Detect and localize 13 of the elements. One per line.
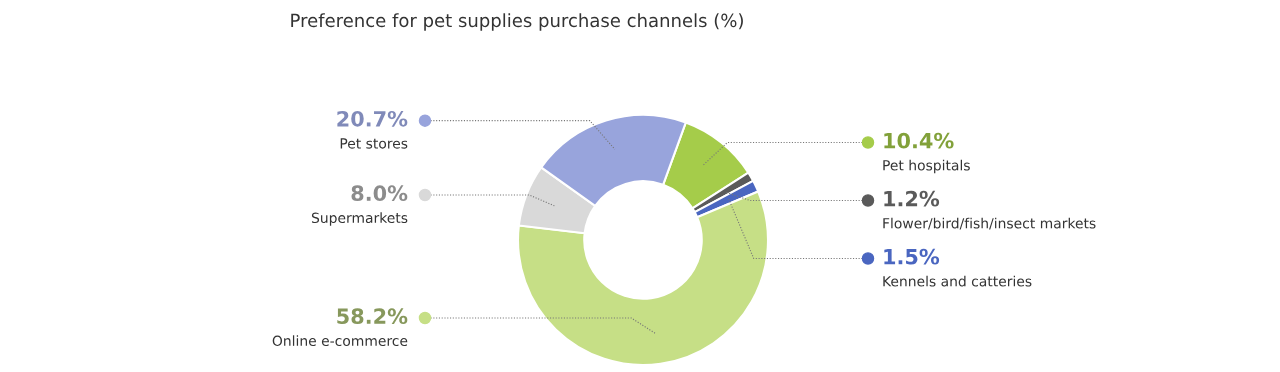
data-label: 10.4% (884, 132, 954, 149)
slice-label: Pet hospitals (883, 159, 970, 174)
chart-title: Preference for pet supplies purchase channels (%) (291, 13, 743, 31)
data-label: 58.2% (337, 308, 408, 325)
slice-label: Flower/bird/fish/insect markets (883, 217, 1096, 230)
slice-label: Pet stores (340, 138, 408, 149)
data-label: 8.0% (351, 185, 408, 202)
data-label: 1.2% (884, 190, 940, 207)
slice-label: Supermarkets (311, 212, 408, 226)
slice-label: Online e-commerce (272, 335, 408, 347)
data-label: 1.5% (884, 248, 940, 265)
data-label: 20.7% (337, 110, 408, 127)
slice-label: Kennels and catteries (883, 275, 1032, 287)
